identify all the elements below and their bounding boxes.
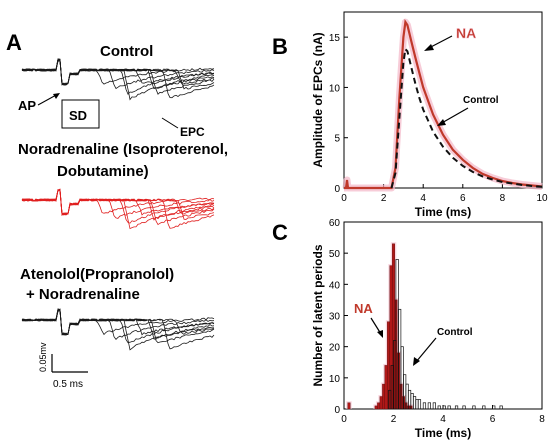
control-bar — [499, 405, 503, 410]
x-tick-label-b: 4 — [420, 193, 426, 204]
x-tick-label-c: 6 — [490, 414, 496, 425]
control-bar — [462, 405, 466, 410]
control-arrowhead-c — [413, 357, 420, 366]
control-trace — [21, 60, 215, 90]
epc-label: EPC — [180, 125, 205, 139]
na-bar — [377, 402, 381, 410]
y-tick-label-c: 10 — [329, 374, 341, 385]
y-tick-label-b: 0 — [334, 184, 340, 195]
y-tick-label-b: 10 — [329, 83, 341, 94]
control-bar — [492, 405, 496, 410]
control-label-b: Control — [463, 95, 499, 106]
series-line-na — [344, 19, 543, 190]
control-arrow-c — [415, 337, 437, 363]
control-bar — [427, 402, 431, 410]
x-tick-label-b: 8 — [500, 193, 506, 204]
scale-t-label: 0.5 ms — [53, 379, 83, 390]
y-tick-label-c: 0 — [334, 405, 340, 416]
na-bar — [384, 365, 388, 410]
y-axis-label-b: Amplitude of EPCs (nA) — [311, 32, 325, 167]
nora-title-line2: Dobutamine) — [57, 163, 149, 180]
control-bar — [437, 405, 441, 410]
y-tick-label-c: 30 — [329, 312, 341, 323]
control-bar — [447, 405, 451, 410]
aten-title-line2: + Noradrenaline — [26, 286, 140, 303]
panel-label-c: C — [272, 220, 288, 245]
na-bar — [379, 396, 383, 410]
panel-label-a: A — [6, 30, 22, 55]
control-arrow-b — [439, 107, 469, 125]
y-tick-label-c: 50 — [329, 249, 341, 260]
atenolol-trace — [21, 309, 215, 335]
control-trace — [21, 58, 215, 90]
x-tick-label-c: 2 — [391, 414, 397, 425]
y-tick-label-c: 40 — [329, 280, 341, 291]
na-label-b: NA — [456, 25, 476, 41]
sd-label: SD — [69, 108, 87, 123]
x-tick-label-b: 0 — [341, 193, 347, 204]
y-tick-label-b: 5 — [334, 134, 340, 145]
ap-arrowhead — [53, 93, 60, 99]
x-tick-label-c: 8 — [539, 414, 545, 425]
sd-box — [61, 99, 100, 129]
na-label-c: NA — [354, 301, 373, 316]
y-tick-label-c: 60 — [329, 218, 341, 229]
epc-pointer — [161, 117, 179, 129]
x-tick-label-b: 2 — [381, 193, 387, 204]
x-tick-label-b: 6 — [460, 193, 466, 204]
nora-title-line1: Noradrenaline (Isoproterenol, — [18, 141, 229, 158]
aten-title-line1: Atenolol(Propranolol) — [20, 266, 175, 283]
control-title: Control — [100, 43, 154, 60]
x-axis-label-c: Time (ms) — [415, 426, 471, 440]
na-bar — [382, 383, 386, 410]
atenolol-trace — [21, 310, 215, 350]
control-bar — [482, 405, 486, 410]
x-axis-label-b: Time (ms) — [415, 205, 471, 219]
panel-label-b: B — [272, 34, 288, 59]
y-tick-label-b: 15 — [329, 33, 341, 44]
control-bar — [422, 402, 427, 410]
x-tick-label-b: 10 — [536, 193, 548, 204]
control-bar — [432, 402, 436, 410]
na-bar — [374, 405, 378, 410]
control-bar — [442, 405, 446, 410]
control-arrowhead-b — [437, 119, 446, 126]
na-bar — [347, 402, 351, 410]
control-bar — [454, 405, 459, 410]
control-bar — [417, 399, 422, 410]
nora-trace — [21, 189, 215, 220]
plot-frame-b — [343, 11, 543, 189]
series-line-control — [390, 47, 543, 189]
x-tick-label-c: 4 — [440, 414, 446, 425]
y-axis-label-c: Number of latent periods — [311, 244, 325, 386]
ap-label: AP — [18, 98, 36, 113]
control-bar — [472, 405, 476, 410]
na-arrowhead-b — [424, 44, 434, 51]
x-tick-label-c: 0 — [341, 414, 347, 425]
y-tick-label-c: 20 — [329, 343, 341, 354]
na-arrowhead-c — [377, 330, 383, 338]
plot-frame-c — [343, 221, 543, 410]
control-label-c: Control — [437, 327, 473, 338]
scale-v-label: 0.05mv — [38, 342, 48, 372]
